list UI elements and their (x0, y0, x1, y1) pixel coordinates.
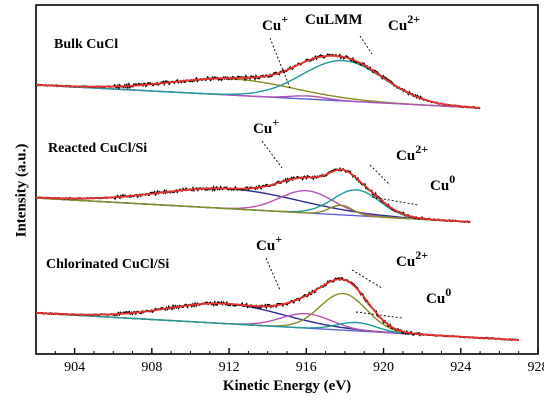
leader-line (261, 140, 283, 169)
species-label: Cu+ (253, 115, 279, 137)
x-tick-label: 912 (219, 360, 240, 375)
species-label: Cu2+ (396, 142, 428, 164)
component-cu0 (35, 197, 471, 223)
species-label: CuLMM (305, 12, 363, 28)
species-label: Cu0 (426, 285, 451, 307)
panel-label: Chlorinated CuCl/Si (46, 257, 169, 272)
leader-line (351, 269, 383, 289)
panel-label: Bulk CuCl (54, 37, 118, 52)
x-tick-label: 908 (141, 360, 162, 375)
y-axis-label: Intensity (a.u.) (13, 143, 30, 238)
species-label: Cu2+ (388, 12, 420, 34)
leader-line (269, 37, 291, 89)
fit-envelope (36, 54, 481, 109)
leader-line (369, 164, 391, 186)
x-tick-label: 924 (450, 360, 471, 375)
x-tick-label: 916 (296, 360, 317, 375)
fit-envelope (35, 278, 519, 341)
species-label: Cu2+ (396, 248, 428, 270)
x-axis-label: Kinetic Energy (eV) (222, 378, 352, 394)
x-tick-label: 904 (64, 360, 85, 375)
x-tick-label: 920 (373, 360, 394, 375)
species-label: Cu+ (256, 232, 282, 254)
leader-line (265, 257, 281, 291)
x-tick-label: 928 (528, 360, 544, 375)
fit-envelope (36, 168, 471, 223)
component-broad_mid (35, 187, 471, 223)
leader-line (359, 35, 373, 55)
species-label: Cu+ (262, 12, 288, 34)
panel-label: Reacted CuCl/Si (48, 141, 147, 156)
component-broad_left (35, 78, 481, 109)
component-broad_mid (35, 302, 519, 341)
component-cu2 (35, 59, 481, 109)
species-label: Cu0 (430, 172, 455, 194)
